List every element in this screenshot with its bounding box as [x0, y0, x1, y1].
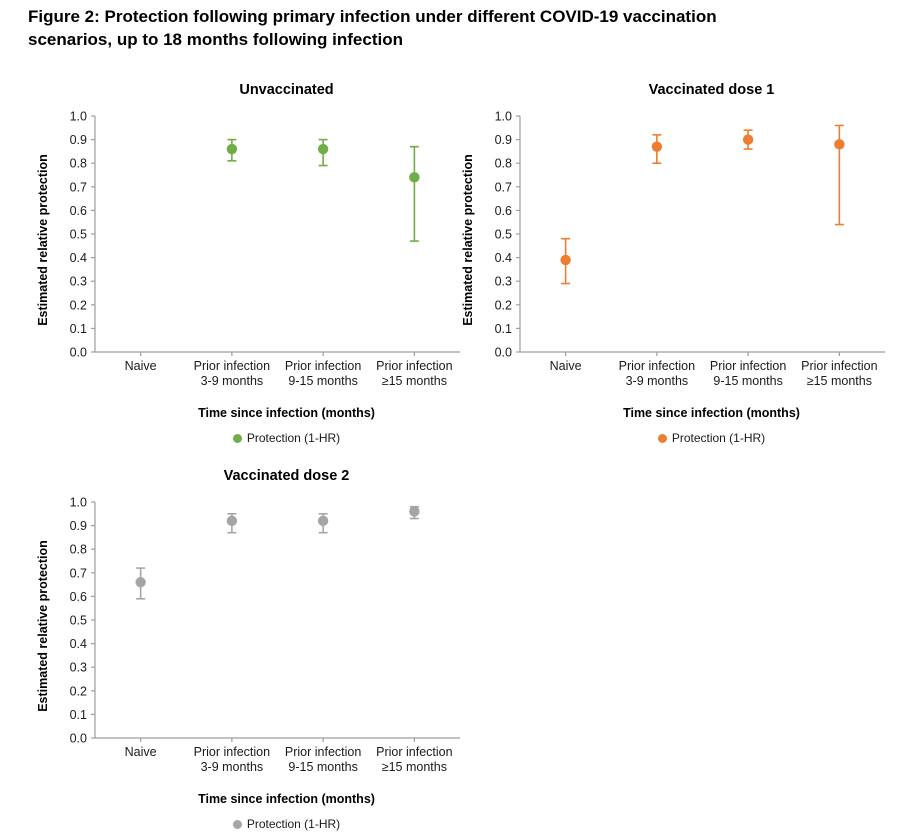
y-tick-label: 0.9 [70, 133, 87, 147]
chart-title: Vaccinated dose 1 [648, 82, 775, 98]
category-label: Prior infection [376, 359, 452, 373]
legend-marker-icon [232, 819, 242, 829]
chart-title: Unvaccinated [239, 82, 334, 98]
y-tick-label: 0.7 [70, 566, 87, 580]
category-label: Prior infection [801, 359, 877, 373]
data-point [317, 515, 329, 527]
category-label: Prior infection [285, 359, 361, 373]
category-label: Naive [550, 359, 582, 373]
y-tick-label: 1.0 [70, 496, 87, 510]
category-label: Naive [125, 359, 157, 373]
y-tick-label: 0.3 [70, 661, 87, 675]
y-tick-label: 0.4 [70, 637, 87, 651]
data-point [409, 172, 420, 183]
y-tick-label: 0.6 [70, 590, 87, 604]
category-label: 3-9 months [201, 374, 264, 388]
category-label: Prior infection [285, 745, 361, 759]
category-label: Prior infection [619, 359, 695, 373]
chart-vaccinated-dose-1: Vaccinated dose 1 Estimated relative pro… [455, 82, 903, 445]
data-point [317, 143, 329, 155]
y-tick-label: 0.9 [70, 519, 87, 533]
chart-title: Vaccinated dose 2 [223, 468, 350, 484]
legend: Protection (1-HR) [455, 431, 903, 445]
y-tick-label: 1.0 [70, 110, 87, 124]
y-tick-label: 0.6 [70, 204, 87, 218]
legend: Protection (1-HR) [30, 817, 478, 831]
category-label: Prior infection [194, 359, 270, 373]
y-tick-label: 0.0 [70, 346, 87, 360]
y-tick-label: 0.4 [495, 251, 512, 265]
y-tick-label: 0.3 [70, 275, 87, 289]
y-tick-label: 0.1 [70, 322, 87, 336]
y-tick-label: 0.3 [495, 275, 512, 289]
legend-marker-icon [232, 433, 242, 443]
plot-area: 0.0 0.1 0.2 0.3 0.4 0.5 0.6 0.7 0.8 0.9 1.0 Naive Pr… [495, 110, 885, 388]
y-tick-label: 0.1 [70, 708, 87, 722]
y-tick-label: 0.5 [495, 228, 512, 242]
y-tick-label: 0.8 [70, 157, 87, 171]
y-tick-label: 0.2 [495, 298, 512, 312]
y-tick-label: 0.7 [70, 180, 87, 194]
legend-label: Protection (1-HR) [246, 817, 341, 831]
y-tick-label: 0.5 [70, 614, 87, 628]
y-tick-label: 0.5 [70, 228, 87, 242]
y-tick-label: 0.4 [70, 251, 87, 265]
category-label: Prior infection [194, 745, 270, 759]
y-tick-label: 0.7 [495, 180, 512, 194]
x-axis-label: Time since infection (months) [198, 792, 375, 806]
figure-title: Figure 2: Protection following primary i… [28, 7, 717, 49]
y-tick-label: 0.0 [70, 732, 87, 746]
category-label: ≥15 months [382, 760, 447, 774]
chart-vaccinated-dose-2: Vaccinated dose 2 Estimated relative pro… [30, 468, 478, 831]
data-point [742, 134, 754, 145]
category-label: Prior infection [376, 745, 452, 759]
category-label: ≥15 months [382, 374, 447, 388]
x-axis-label: Time since infection (months) [623, 406, 800, 420]
data-point [560, 254, 571, 266]
y-tick-label: 0.1 [495, 322, 512, 336]
category-label: 9-15 months [288, 374, 357, 388]
y-tick-label: 0.6 [495, 204, 512, 218]
category-label: 3-9 months [626, 374, 689, 388]
x-axis-label: Time since infection (months) [198, 406, 375, 420]
y-tick-label: 0.9 [495, 133, 512, 147]
category-label: Naive [125, 745, 157, 759]
plot-area: 0.0 0.1 0.2 0.3 0.4 0.5 0.6 0.7 0.8 0.9 1.0 Naive Pr… [70, 496, 460, 774]
legend: Protection (1-HR) [30, 431, 478, 445]
category-label: Prior infection [710, 359, 786, 373]
plot-area: 0.0 0.1 0.2 0.3 0.4 0.5 0.6 0.7 0.8 0.9 1.0 Naive Pr… [70, 110, 460, 388]
legend-marker-icon [657, 433, 667, 443]
y-tick-label: 0.2 [70, 684, 87, 698]
data-point [226, 515, 238, 527]
y-tick-label: 0.8 [495, 157, 512, 171]
chart-unvaccinated: Unvaccinated Estimated relative protecti… [30, 82, 478, 445]
data-point [226, 143, 238, 155]
data-point [409, 506, 420, 517]
category-label: 9-15 months [713, 374, 782, 388]
category-label: 3-9 months [201, 760, 264, 774]
data-point [834, 139, 845, 150]
y-tick-label: 1.0 [495, 110, 512, 124]
data-point [651, 141, 663, 152]
y-tick-label: 0.2 [70, 298, 87, 312]
data-point [135, 577, 146, 588]
y-tick-label: 0.0 [495, 346, 512, 360]
legend-label: Protection (1-HR) [246, 431, 341, 445]
legend-label: Protection (1-HR) [671, 431, 766, 445]
category-label: 9-15 months [288, 760, 357, 774]
y-tick-label: 0.8 [70, 543, 87, 557]
category-label: ≥15 months [807, 374, 872, 388]
